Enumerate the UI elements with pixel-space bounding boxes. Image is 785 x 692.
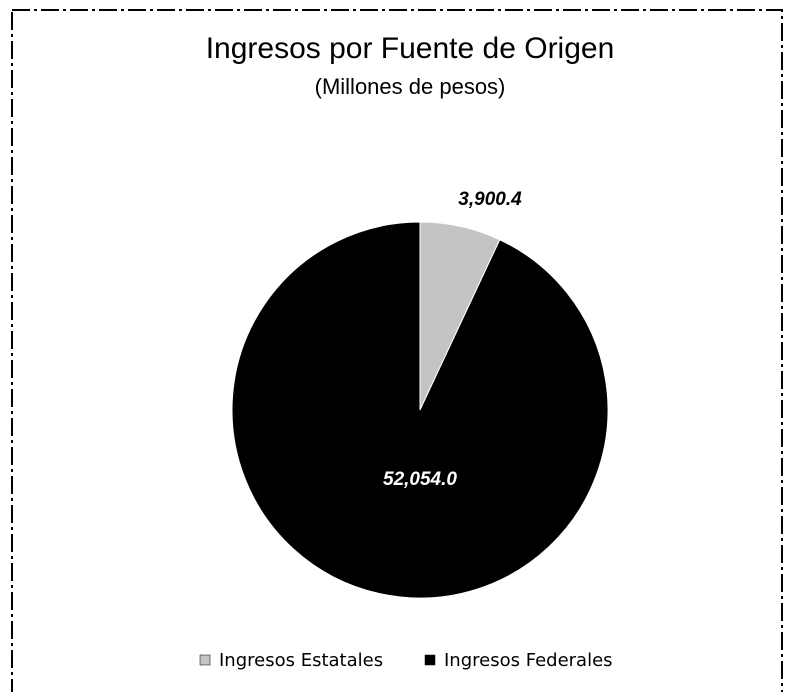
- pie-slice: [231, 221, 609, 599]
- value-label: 3,900.4: [458, 189, 522, 210]
- legend-label: Ingresos Federales: [444, 650, 613, 671]
- value-label: 52,054.0: [383, 469, 457, 490]
- chart-title: Ingresos por Fuente de Origen: [206, 32, 615, 65]
- chart-border: [11, 9, 783, 692]
- legend-marker: [199, 654, 211, 666]
- chart-subtitle: (Millones de pesos): [315, 74, 506, 99]
- legend-marker: [424, 654, 436, 666]
- legend-label: Ingresos Estatales: [219, 650, 383, 671]
